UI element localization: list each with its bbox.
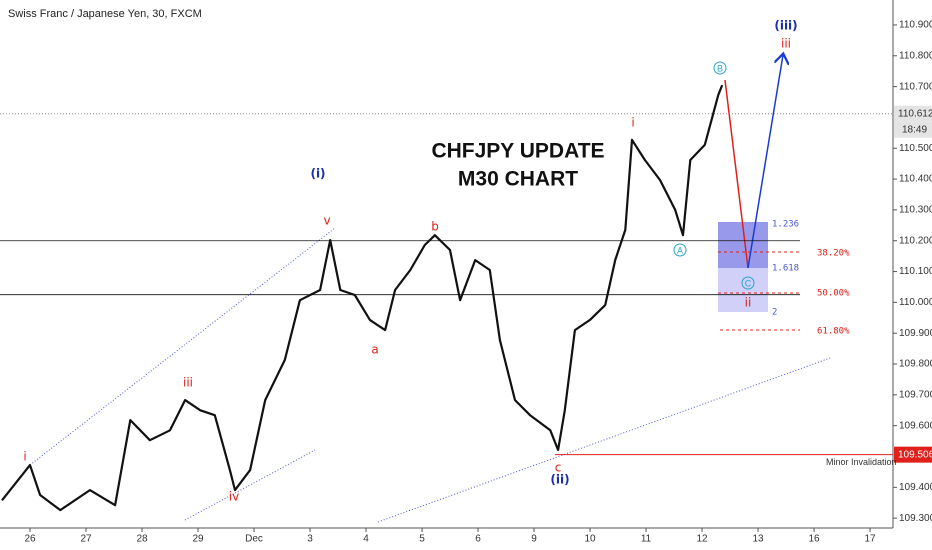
fib-label: 1.618 bbox=[772, 264, 799, 274]
fib-box bbox=[718, 268, 768, 312]
x-tick-label: 13 bbox=[752, 534, 764, 545]
price-line bbox=[1, 84, 724, 512]
wave-label: C bbox=[745, 278, 752, 288]
wave-label: iii bbox=[781, 37, 791, 51]
projection-up bbox=[747, 55, 783, 269]
x-tick-label: 28 bbox=[136, 534, 148, 545]
fib-label: 50.00% bbox=[817, 289, 850, 299]
invalidation-box bbox=[894, 446, 932, 463]
y-tick-label: 110.500 bbox=[899, 143, 932, 154]
x-tick-label: 4 bbox=[363, 534, 369, 545]
wave-label: i bbox=[631, 116, 634, 130]
countdown: 18:49 bbox=[902, 124, 927, 135]
fib-label: 61.80% bbox=[817, 327, 850, 337]
fib-zone: 1.236 1.618 2 38.20% 50.00% 61.80% bbox=[718, 220, 850, 337]
trendline bbox=[377, 357, 831, 523]
y-tick-label: 109.900 bbox=[899, 328, 932, 339]
x-tick-label: Dec bbox=[245, 534, 263, 545]
y-tick-label: 110.100 bbox=[899, 266, 932, 277]
x-tick-label: 26 bbox=[24, 534, 36, 545]
x-tick-label: 16 bbox=[808, 534, 820, 545]
wave-label: iv bbox=[229, 490, 239, 504]
wave-label: (iii) bbox=[774, 19, 797, 33]
y-tick-label: 110.200 bbox=[899, 235, 932, 246]
x-tick-label: 27 bbox=[80, 534, 92, 545]
wave-label: v bbox=[323, 214, 330, 228]
fib-label: 2 bbox=[772, 308, 777, 318]
x-tick-label: 29 bbox=[192, 534, 204, 545]
y-tick-label: 110.700 bbox=[899, 81, 932, 92]
invalidation-text: Minor Invalidation bbox=[826, 457, 897, 467]
wave-label: c bbox=[555, 461, 562, 475]
y-tick-label: 110.000 bbox=[899, 297, 932, 308]
headline: CHFJPY UPDATE bbox=[431, 140, 604, 163]
wave-label: B bbox=[717, 63, 723, 73]
y-tick-label: 109.300 bbox=[899, 513, 932, 524]
projection-down bbox=[724, 79, 749, 269]
wave-labels: (iii) iii B i (i) v b iii a i iv c (ii) … bbox=[23, 19, 797, 504]
y-tick-label: 109.700 bbox=[899, 389, 932, 400]
y-tick-label: 110.400 bbox=[899, 174, 932, 185]
x-tick-label: 11 bbox=[641, 534, 652, 545]
trendline bbox=[29, 227, 336, 466]
wave-label: (i) bbox=[310, 167, 325, 181]
wave-label: ii bbox=[745, 296, 752, 310]
y-tick-label: 109.400 bbox=[899, 482, 932, 493]
y-tick-label: 109.600 bbox=[899, 420, 932, 431]
chart-title: Swiss Franc / Japanese Yen, 30, FXCM bbox=[8, 8, 202, 20]
x-tick-label: 12 bbox=[696, 534, 708, 545]
x-tick-label: 17 bbox=[864, 534, 876, 545]
wave-label: (ii) bbox=[550, 473, 569, 487]
y-tick-label: 110.800 bbox=[899, 50, 932, 61]
y-tick-label: 110.900 bbox=[899, 20, 932, 31]
wave-label: i bbox=[23, 450, 26, 464]
wave-circle bbox=[673, 243, 687, 257]
trendline bbox=[184, 449, 316, 521]
wave-circle bbox=[741, 276, 755, 290]
last-price-box bbox=[894, 105, 932, 122]
fib-label: 38.20% bbox=[817, 249, 850, 259]
invalidation-label: 109.506 bbox=[898, 449, 932, 460]
x-tick-label: 9 bbox=[531, 534, 537, 545]
wave-label: b bbox=[431, 220, 439, 234]
y-tick-label: 109.800 bbox=[899, 359, 932, 370]
wave-label: a bbox=[371, 343, 378, 357]
wave-circle bbox=[713, 61, 727, 75]
x-tick-label: 5 bbox=[419, 534, 425, 545]
trendlines bbox=[29, 227, 831, 523]
x-tick-label: 3 bbox=[307, 534, 313, 545]
y-tick-label: 110.300 bbox=[899, 205, 932, 216]
wave-label: iii bbox=[183, 376, 193, 390]
countdown-box bbox=[894, 121, 932, 138]
fib-label: 1.236 bbox=[772, 220, 799, 230]
wave-label: A bbox=[677, 245, 683, 255]
x-tick-label: 10 bbox=[584, 534, 596, 545]
last-price-label: 110.612 bbox=[898, 108, 932, 119]
x-tick-label: 6 bbox=[475, 534, 481, 545]
headline: M30 CHART bbox=[458, 168, 578, 191]
